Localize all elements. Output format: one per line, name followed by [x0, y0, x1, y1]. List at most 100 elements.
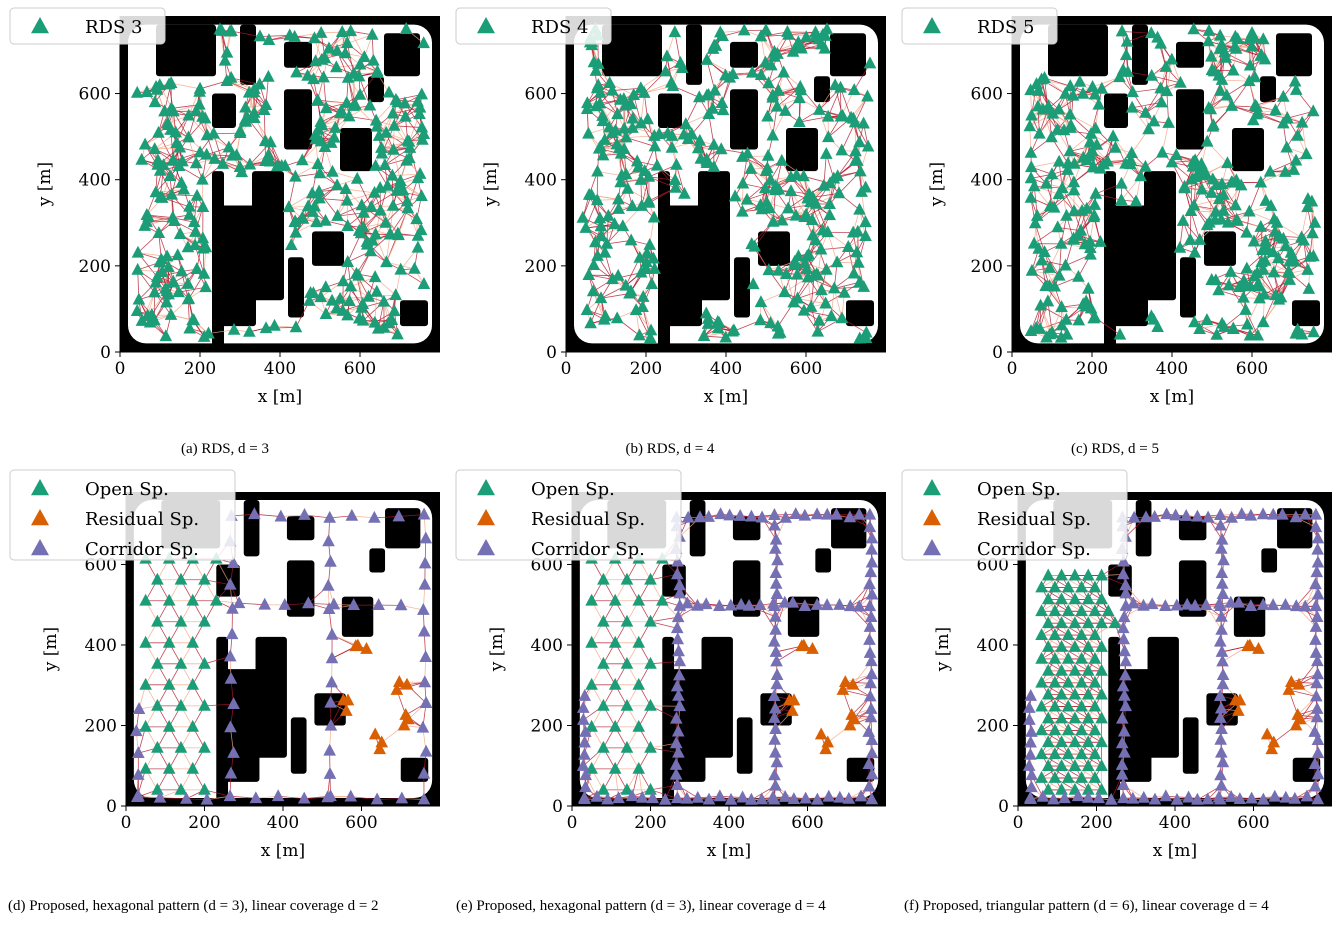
data-point: [392, 509, 406, 522]
data-point: [809, 29, 823, 42]
data-point: [857, 116, 870, 129]
obstacle: [734, 257, 750, 318]
obstacle: [689, 500, 706, 557]
data-point: [636, 290, 650, 302]
data-point: [344, 279, 358, 292]
data-point: [760, 195, 774, 208]
data-point: [799, 208, 813, 220]
data-point: [159, 329, 173, 342]
data-point: [172, 159, 186, 171]
data-point: [257, 103, 271, 116]
data-point: [1202, 23, 1216, 36]
data-point: [1055, 300, 1068, 313]
data-point: [1272, 229, 1286, 242]
data-point: [1306, 226, 1319, 239]
data-point: [815, 37, 828, 50]
data-point: [1288, 254, 1302, 267]
link-line: [377, 798, 402, 800]
data-point: [1080, 201, 1094, 214]
data-point: [130, 85, 144, 98]
data-point: [1052, 102, 1066, 115]
data-point: [633, 250, 647, 263]
data-point: [598, 245, 612, 258]
data-point: [151, 614, 164, 627]
data-point: [759, 55, 772, 68]
data-point: [1243, 328, 1257, 341]
data-point: [1306, 104, 1320, 117]
data-point: [1159, 59, 1173, 72]
data-point: [1243, 58, 1257, 71]
data-point: [282, 200, 296, 213]
link-line: [259, 35, 290, 37]
data-point: [1302, 281, 1316, 294]
data-point: [131, 245, 145, 258]
data-point: [166, 152, 180, 165]
data-point: [847, 111, 860, 124]
data-point: [1205, 186, 1218, 198]
data-point: [368, 510, 381, 523]
data-point: [1047, 200, 1061, 213]
data-point: [728, 189, 742, 202]
data-point: [162, 593, 176, 606]
data-point: [1263, 164, 1277, 177]
data-point: [131, 262, 144, 275]
data-point: [625, 199, 639, 212]
data-point: [594, 291, 608, 304]
data-point: [786, 44, 800, 57]
data-point: [1205, 63, 1219, 76]
data-point: [1240, 261, 1254, 274]
data-point: [227, 322, 241, 335]
data-point: [784, 184, 798, 197]
data-point: [139, 677, 152, 690]
x-tick-label: 600: [345, 813, 377, 833]
data-point: [162, 719, 176, 732]
data-point: [162, 677, 176, 690]
data-point: [152, 125, 165, 138]
data-point: [186, 635, 200, 648]
data-point: [149, 275, 163, 288]
obstacle: [730, 89, 758, 150]
link-line: [626, 137, 655, 147]
data-point: [200, 147, 213, 160]
y-tick-label: 200: [971, 257, 1003, 277]
data-point: [328, 120, 342, 133]
data-point: [1174, 75, 1187, 88]
data-point: [1226, 63, 1240, 76]
y-tick-label: 200: [85, 716, 117, 736]
data-point: [647, 251, 660, 264]
link-line: [600, 293, 630, 299]
obstacle: [312, 231, 344, 266]
data-point: [828, 78, 842, 91]
data-point: [642, 169, 656, 182]
data-point: [1250, 266, 1264, 278]
data-point: [227, 745, 240, 758]
data-point: [810, 267, 823, 280]
data-point: [1055, 181, 1069, 194]
data-point: [399, 22, 413, 34]
x-tick-label: 400: [710, 359, 742, 379]
data-point: [247, 85, 260, 98]
link-line: [171, 82, 201, 90]
data-point: [634, 116, 648, 129]
data-point: [419, 531, 433, 544]
data-point: [415, 120, 429, 133]
data-point: [352, 311, 366, 324]
data-point: [847, 266, 861, 279]
data-point: [179, 791, 193, 804]
data-point: [151, 698, 164, 711]
data-point: [582, 268, 596, 280]
data-point: [340, 193, 354, 206]
data-point: [198, 572, 211, 585]
series-0: [1023, 22, 1322, 343]
obstacle: [658, 171, 670, 352]
data-point: [401, 133, 414, 146]
data-point: [759, 23, 773, 36]
data-point: [778, 285, 791, 298]
obstacle: [1112, 205, 1148, 327]
data-point: [1031, 99, 1045, 112]
data-point: [253, 29, 267, 42]
data-point: [1060, 208, 1073, 221]
